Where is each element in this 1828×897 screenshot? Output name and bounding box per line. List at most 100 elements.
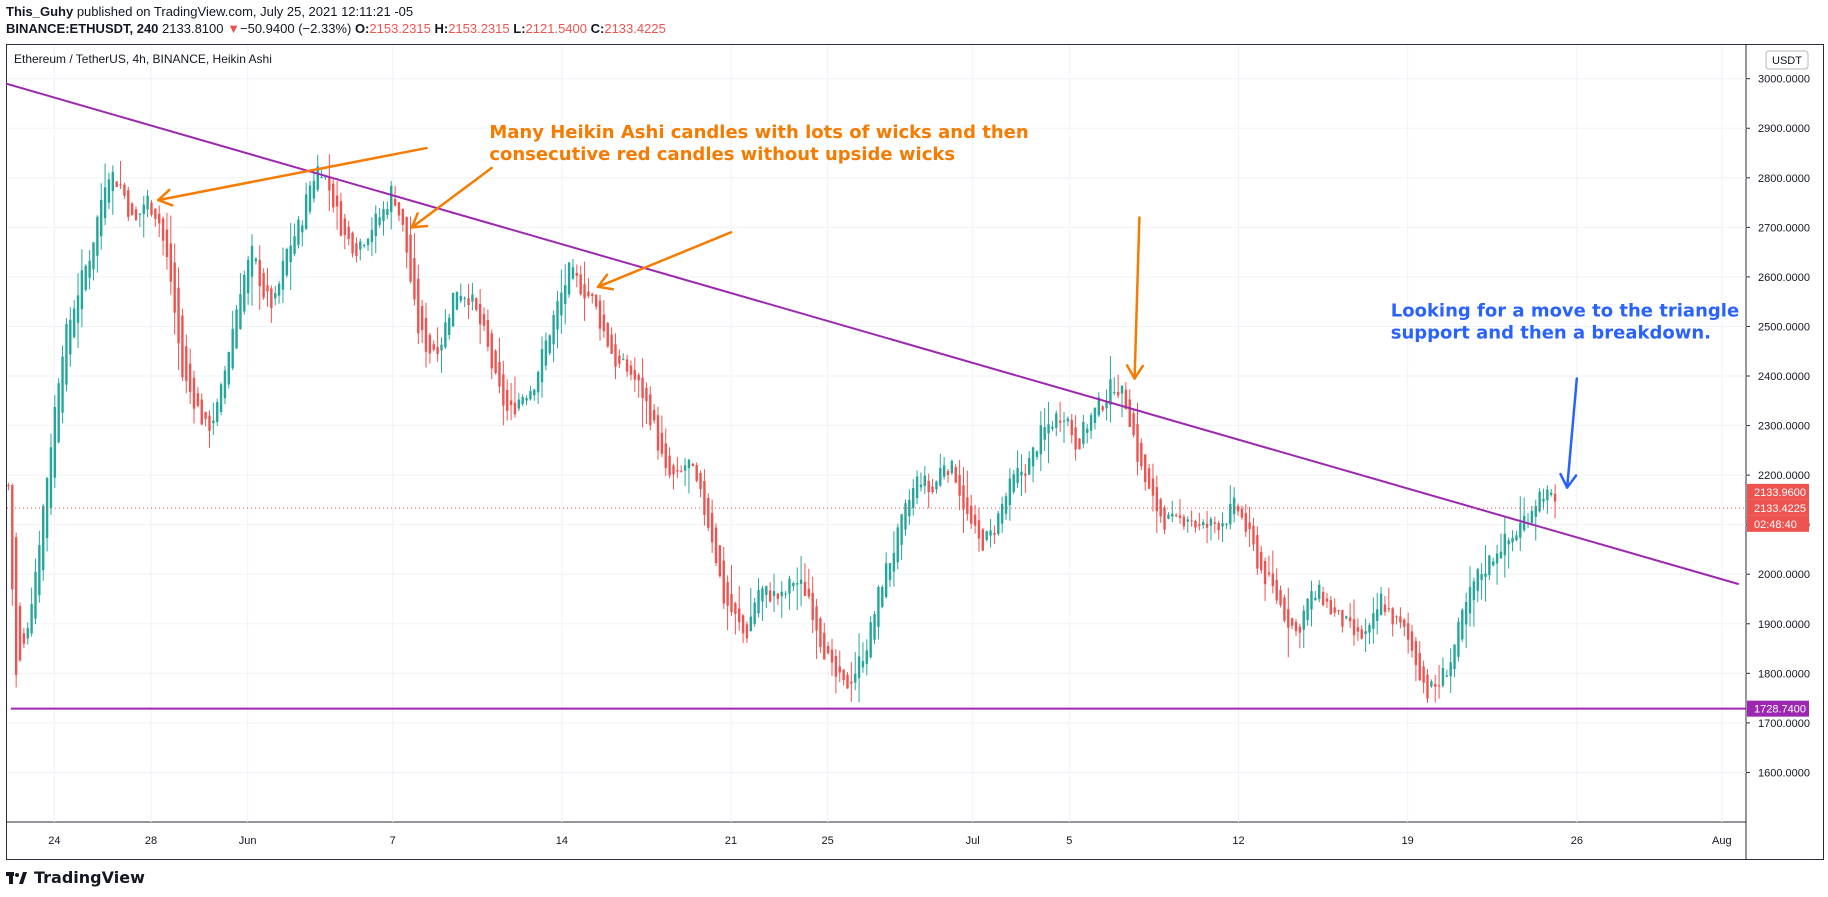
candle-up <box>873 614 876 640</box>
candle-down <box>119 184 122 186</box>
candle-down <box>506 389 509 411</box>
candle-up <box>548 335 551 354</box>
candle-up <box>896 527 899 563</box>
candle-up <box>622 359 625 361</box>
candle-down <box>1124 389 1128 410</box>
candle-down <box>1155 487 1159 512</box>
candle-down <box>1267 572 1271 575</box>
candle-down <box>815 606 818 631</box>
candle-up <box>1499 551 1503 559</box>
candle-up <box>892 552 896 572</box>
candle-down <box>730 593 733 613</box>
time-axis[interactable]: 24 28 Jun 7 14 21 25 Jul 5 12 19 26 Aug <box>48 835 1731 847</box>
candle-up <box>1538 491 1541 512</box>
candle-down <box>768 590 772 602</box>
currency-badge[interactable] <box>1765 50 1809 70</box>
price-chart[interactable]: Many Heikin Ashi candles with lots of wi… <box>6 44 1824 860</box>
x-tick-label: 26 <box>1571 835 1583 847</box>
candle-up <box>761 588 764 602</box>
candle-down <box>130 203 134 216</box>
candle-up <box>1372 613 1375 629</box>
candle-up <box>1492 561 1495 566</box>
x-tick-label: 14 <box>556 835 568 847</box>
arrow-to-late-may-head <box>157 188 171 202</box>
candle-down <box>1406 623 1410 640</box>
candle-down <box>672 465 675 475</box>
candle-up <box>1503 533 1507 556</box>
candle-down <box>645 387 648 402</box>
candle-down <box>811 592 814 620</box>
candle-up <box>939 468 942 486</box>
candle-down <box>846 674 849 689</box>
candle-up <box>915 476 919 499</box>
candle-up <box>1515 535 1518 541</box>
candle-down <box>1321 591 1325 606</box>
price-axis[interactable]: 1600.0000 1700.0000 1800.0000 1900.0000 2000… <box>1746 74 1810 780</box>
candle-up <box>1453 644 1456 670</box>
candle-up <box>316 166 319 190</box>
candle-up <box>1000 503 1004 524</box>
candle-down <box>710 512 714 543</box>
candle-down <box>606 322 609 347</box>
x-tick-label: Jun <box>239 835 257 847</box>
candle-up <box>799 579 803 584</box>
candle-up <box>293 236 296 254</box>
candle-up <box>1120 385 1124 394</box>
candle-down <box>1240 508 1244 518</box>
candle-down <box>807 588 811 597</box>
price-label-box <box>1747 499 1809 516</box>
candle-up <box>297 219 300 246</box>
y-tick-label: 3000.0000 <box>1758 74 1810 86</box>
candle-up <box>463 297 466 299</box>
candle-down <box>707 498 710 528</box>
candle-down <box>181 315 184 378</box>
candle-down <box>475 298 478 310</box>
candle-up <box>881 587 884 607</box>
candle-up <box>370 229 374 243</box>
candle-up <box>1546 489 1549 501</box>
candle-up <box>544 340 548 366</box>
candle-up <box>1364 631 1367 635</box>
chart-container[interactable]: Many Heikin Ashi candles with lots of wi… <box>6 44 1824 860</box>
candle-down <box>1140 442 1143 467</box>
candle-down <box>1434 683 1437 687</box>
x-tick-label: Aug <box>1712 835 1732 847</box>
candle-up <box>1542 498 1545 502</box>
candle-up <box>784 593 787 595</box>
candle-up <box>1507 540 1510 545</box>
candle-down <box>1213 522 1217 524</box>
candle-down <box>432 344 435 350</box>
y-tick-label: 2300.0000 <box>1758 421 1810 433</box>
candle-up <box>1097 397 1101 416</box>
candle-down <box>127 190 130 217</box>
candle-down <box>1198 524 1201 526</box>
candle-down <box>1248 522 1251 529</box>
arrow-to-early-june-head <box>410 212 419 229</box>
candle-down <box>494 350 497 374</box>
candle-down <box>417 278 420 334</box>
candle-down <box>819 618 822 648</box>
candle-up <box>235 309 238 349</box>
candle-down <box>1078 438 1081 450</box>
candle-up <box>567 262 571 295</box>
y-tick-label: 1700.0000 <box>1758 718 1810 730</box>
candle-up <box>57 383 60 443</box>
candle-up <box>84 265 87 290</box>
candle-down <box>1298 626 1302 633</box>
candle-down <box>575 272 579 276</box>
candle-up <box>1376 609 1379 621</box>
candle-down <box>11 485 14 590</box>
candle-down <box>946 471 950 476</box>
candle-down <box>594 294 598 307</box>
tradingview-footer[interactable]: TradingView <box>6 868 145 887</box>
candle-down <box>1399 616 1402 623</box>
author-name[interactable]: This_Guhy <box>6 4 74 19</box>
candle-up <box>274 293 277 299</box>
candle-up <box>312 180 316 199</box>
candle-down <box>1159 499 1162 517</box>
candle-down <box>1426 674 1429 699</box>
candle-up <box>1093 407 1097 423</box>
candle-up <box>1209 519 1213 526</box>
candle-up <box>1430 681 1433 687</box>
candle-up <box>459 295 463 301</box>
